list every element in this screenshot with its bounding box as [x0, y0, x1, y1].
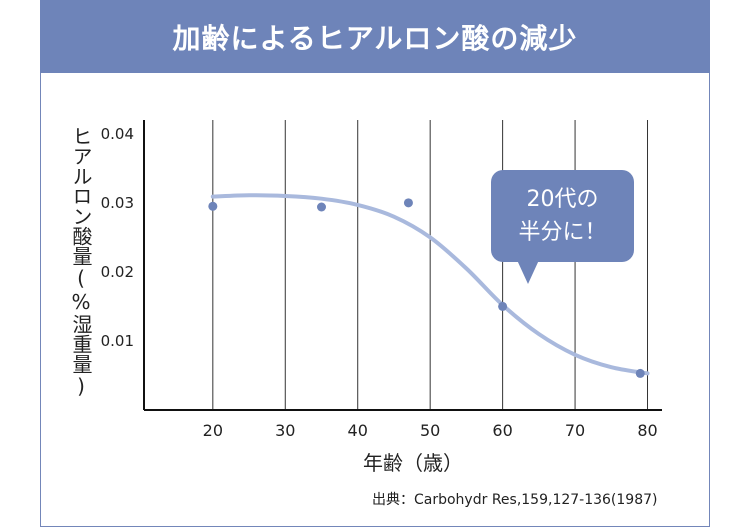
x-tick-label-60: 60 [492, 421, 512, 440]
data-points [208, 198, 645, 378]
grid-lines [212, 120, 649, 410]
callout-tail [517, 260, 539, 284]
callout-bubble: 20代の 半分に！ [491, 170, 634, 262]
trend-curve-group [210, 193, 650, 376]
y-tick-labels: 0.01 0.02 0.03 0.04 [101, 125, 134, 350]
chart-title: 加齢によるヒアルロン酸の減少 [172, 21, 578, 55]
chart-panel [41, 73, 709, 526]
callout-line-2: 半分に！ [518, 220, 607, 245]
data-point-5 [635, 368, 645, 378]
y-tick-label-0.02: 0.02 [101, 263, 134, 281]
callout-line-1: 20代の [526, 187, 599, 212]
data-point-2 [316, 202, 326, 212]
data-point-4 [498, 301, 508, 311]
y-tick-label-0.01: 0.01 [101, 332, 134, 350]
x-tick-label-80: 80 [637, 421, 657, 440]
x-axis-label: 年齢（歳） [363, 451, 463, 475]
y-tick-label-0.04: 0.04 [101, 125, 134, 143]
y-axis-label: ヒアルロン酸量(%湿重量) [69, 126, 93, 398]
data-point-1 [208, 201, 218, 211]
trend-curve [210, 193, 650, 376]
x-tick-labels: 20 30 40 50 60 70 80 [203, 421, 658, 440]
x-tick-label-40: 40 [348, 421, 368, 440]
x-tick-label-30: 30 [275, 421, 295, 440]
axes [143, 120, 662, 411]
title-bar: 加齢によるヒアルロン酸の減少 [40, 0, 710, 73]
data-point-3 [403, 198, 413, 208]
x-tick-label-50: 50 [420, 421, 440, 440]
x-tick-label-70: 70 [565, 421, 585, 440]
source-citation: 出典：Carbohydr Res,159,127-136(1987) [372, 492, 658, 508]
y-tick-label-0.03: 0.03 [101, 194, 134, 212]
x-tick-label-20: 20 [203, 421, 223, 440]
